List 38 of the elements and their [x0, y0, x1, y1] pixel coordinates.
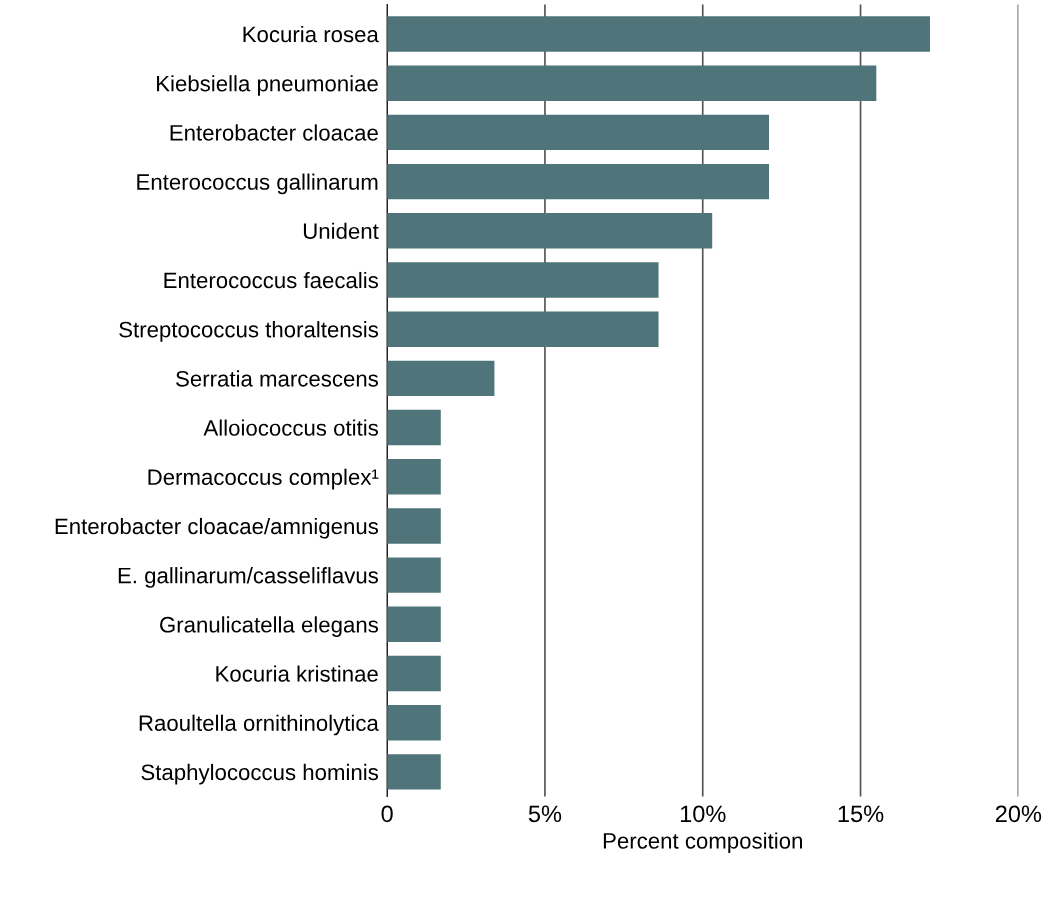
- x-tick-label: 0: [381, 805, 393, 823]
- x-axis-title: Percent composition: [603, 832, 802, 854]
- bar: [387, 311, 659, 347]
- bar: [387, 16, 930, 52]
- y-tick-label: Kiebsiella pneumoniae: [157, 75, 378, 96]
- bar: [387, 508, 441, 544]
- bar: [387, 114, 770, 151]
- y-tick-label: E. gallinarum/casseliflavus: [118, 567, 379, 588]
- y-tick-label: Streptococcus thoraltensis: [119, 321, 379, 342]
- x-tick-label: 20%: [995, 805, 1042, 823]
- bar: [387, 557, 441, 593]
- bar: [387, 213, 713, 249]
- x-tick-label: 5%: [528, 805, 562, 823]
- bar: [387, 409, 441, 446]
- y-tick-label: Enterobacter cloacae/amnigenus: [55, 517, 379, 539]
- y-tick-label: Dermacoccus complex¹: [148, 468, 379, 490]
- bar: [387, 606, 441, 643]
- y-tick-label: Kocuria kristinae: [216, 665, 378, 682]
- y-tick-label: Enterobacter cloacae: [170, 124, 378, 141]
- y-tick-label: Staphylococcus hominis: [141, 763, 379, 785]
- bar: [387, 65, 877, 101]
- x-tick-label: 15%: [838, 805, 884, 823]
- y-tick-label: Enterococcus faecalis: [164, 271, 379, 289]
- bar: [387, 459, 441, 495]
- y-tick-label: Unident: [303, 222, 379, 240]
- y-tick-label: Alloiococcus otitis: [203, 419, 379, 436]
- bar: [387, 360, 495, 397]
- y-tick-label: Serratia marcescens: [176, 370, 379, 387]
- y-tick-label: Raoultella ornithinolytica: [139, 714, 379, 736]
- bar: [387, 705, 441, 741]
- y-tick-label: Kocuria rosea: [243, 25, 379, 43]
- bar: [387, 655, 441, 692]
- y-tick-label: Enterococcus gallinarum: [137, 173, 378, 195]
- y-tick-label: Granulicatella elegans: [160, 616, 379, 637]
- bar: [387, 163, 770, 200]
- bar: [387, 754, 441, 790]
- bar: [387, 262, 659, 298]
- x-tick-label: 10%: [680, 805, 726, 823]
